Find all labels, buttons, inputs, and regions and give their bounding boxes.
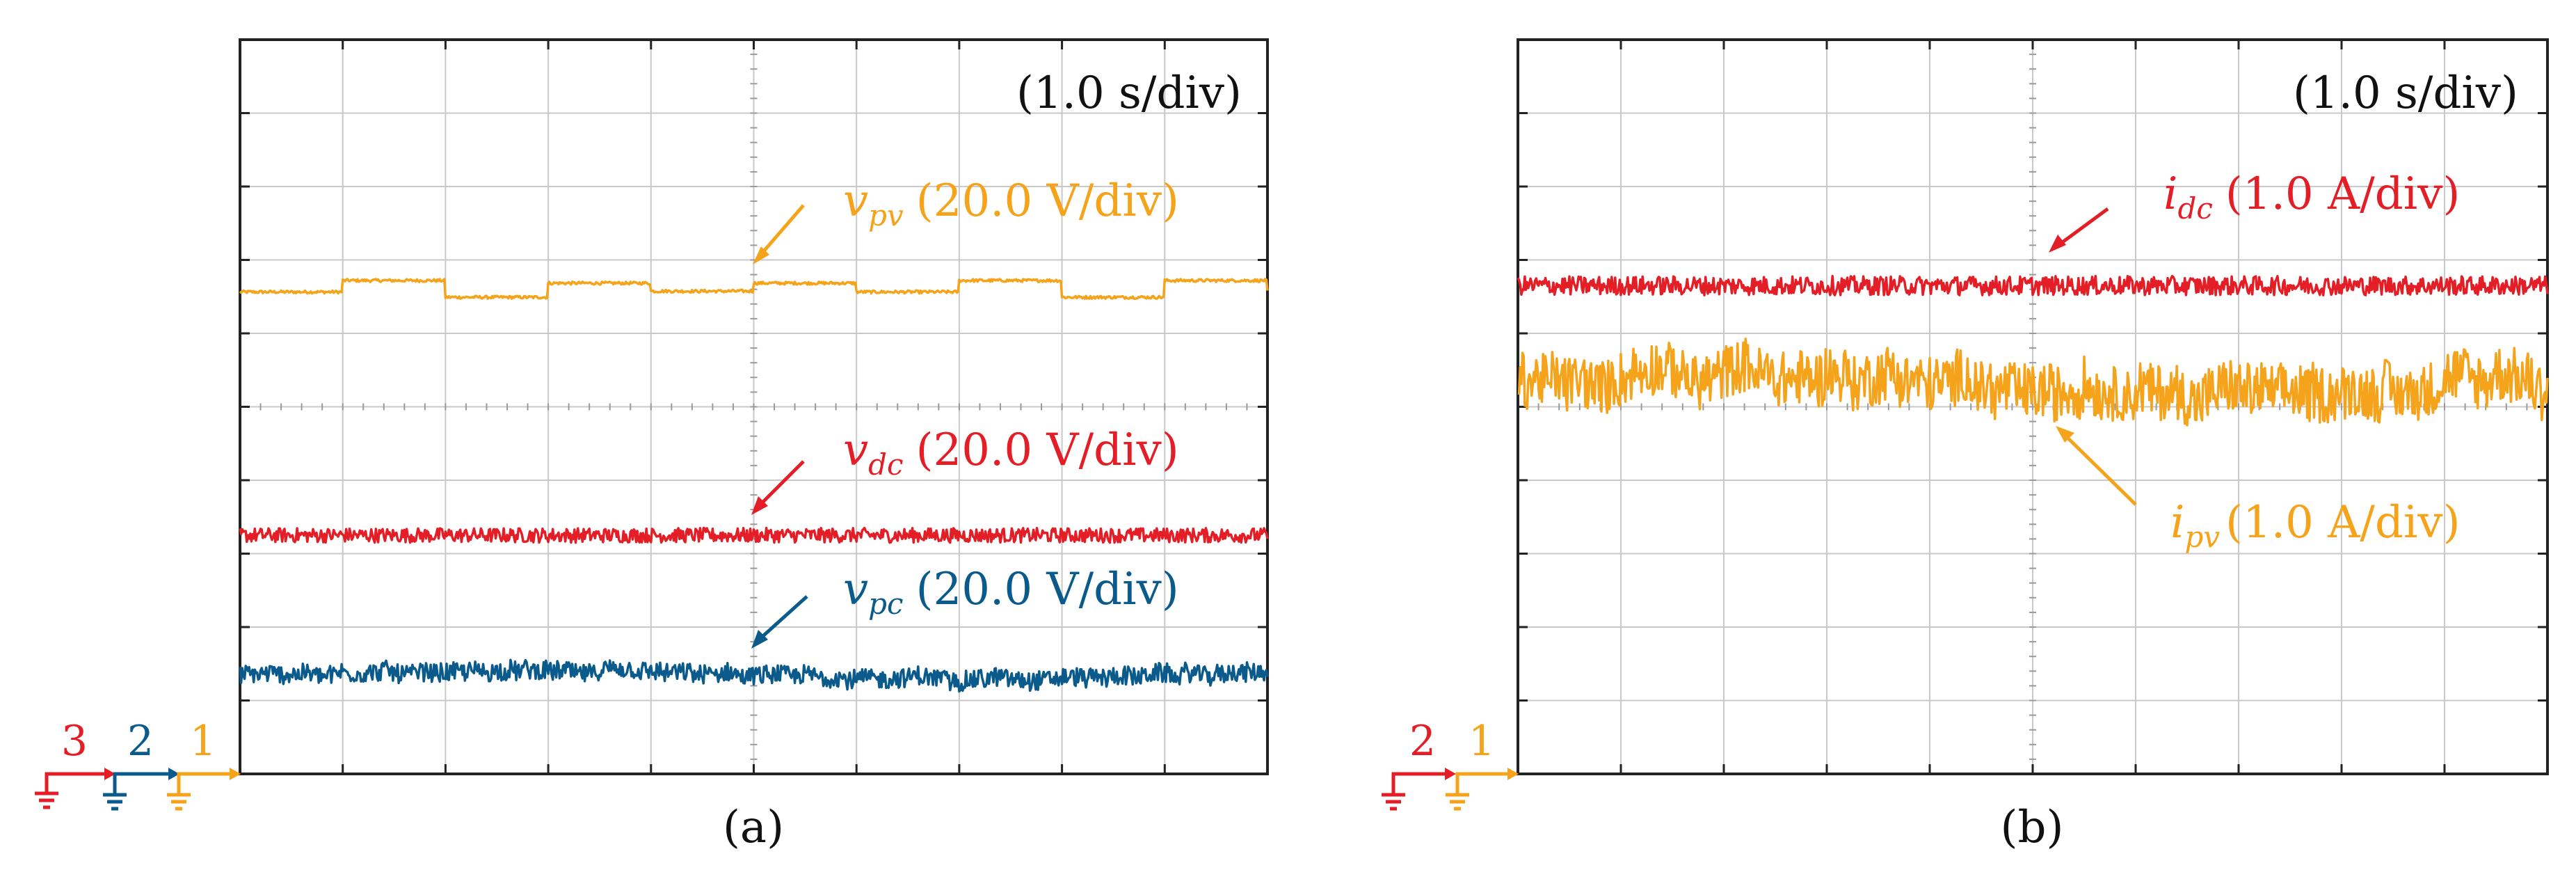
panel-a-timebase: (1.0 s/div) (1016, 68, 1242, 119)
label-v-pc-symbol: v (843, 564, 868, 615)
arrow-i-dc-head (2049, 235, 2066, 253)
label-v-pv-symbol: v (843, 175, 868, 227)
arrow-v-pc-head (751, 630, 768, 649)
channel-marker-2: 2 (1409, 717, 1436, 766)
panel-a-channel-markers: 3 2 1 (35, 717, 241, 811)
channel-marker-2: 2 (127, 717, 154, 766)
panel-b-traces (1517, 274, 2549, 427)
arrow-v-pv-head (753, 246, 769, 264)
arrow-i-pv (2061, 431, 2137, 506)
label-i-dc-symbol: i (2163, 168, 2177, 220)
panel-a: (1.0 s/div) vpv (20.0 V/div) vdc (20.0 V/d… (35, 38, 1269, 853)
label-v-pc: vpc (20.0 V/div) (843, 564, 1179, 621)
arrow-v-dc (757, 460, 805, 508)
label-v-pc-subscript: pc (868, 587, 903, 621)
arrow-i-pv-head (2056, 426, 2074, 443)
label-v-dc: vdc (20.0 V/div) (843, 425, 1179, 482)
label-i-dc: idc (1.0 A/div) (2163, 168, 2460, 225)
label-i-pv: ipv (1.0 A/div) (2170, 497, 2461, 554)
trace-v-pc (239, 658, 1269, 693)
label-v-dc-symbol: v (843, 425, 868, 476)
label-v-pv-subscript: pv (868, 198, 904, 232)
label-i-pv-scale: (1.0 A/div) (2225, 497, 2460, 548)
label-v-dc-subscript: dc (868, 448, 903, 482)
ground-marker-3 (35, 768, 115, 809)
trace-v-pv (239, 278, 1269, 300)
ground-marker-1 (167, 768, 241, 811)
label-v-dc-scale: (20.0 V/div) (916, 425, 1179, 476)
trace-i-dc (1517, 274, 2549, 296)
channel-marker-3: 3 (61, 717, 88, 766)
label-i-dc-scale: (1.0 A/div) (2225, 168, 2460, 220)
panel-b-timebase: (1.0 s/div) (2293, 68, 2518, 119)
trace-i-pv (1517, 338, 2549, 427)
arrow-v-pc (757, 595, 808, 642)
ground-marker-2 (103, 768, 179, 811)
ground-marker-1 (1446, 768, 1519, 811)
label-i-pv-subscript: pv (2184, 520, 2220, 554)
trace-v-dc (239, 526, 1269, 544)
panel-b: (1.0 s/div) idc (1.0 A/div) ipv (1.0 A/div… (1382, 38, 2549, 853)
arrow-i-dc (2056, 207, 2109, 248)
channel-marker-1: 1 (190, 717, 216, 766)
label-v-pc-scale: (20.0 V/div) (916, 564, 1179, 615)
panel-b-caption: (b) (2001, 802, 2064, 853)
label-i-pv-symbol: i (2170, 497, 2184, 548)
label-v-pv-scale: (20.0 V/div) (916, 175, 1179, 227)
panel-a-caption: (a) (723, 802, 784, 853)
channel-marker-1: 1 (1469, 717, 1495, 766)
label-i-dc-subscript: dc (2177, 191, 2212, 225)
arrow-v-pv (757, 204, 805, 259)
panel-a-grid (240, 40, 1267, 774)
label-v-pv: vpv (20.0 V/div) (843, 175, 1179, 232)
panel-a-traces (239, 278, 1269, 693)
arrow-v-dc-head (751, 496, 768, 515)
ground-marker-2 (1382, 768, 1456, 811)
panel-b-channel-markers: 2 1 (1382, 717, 1519, 811)
